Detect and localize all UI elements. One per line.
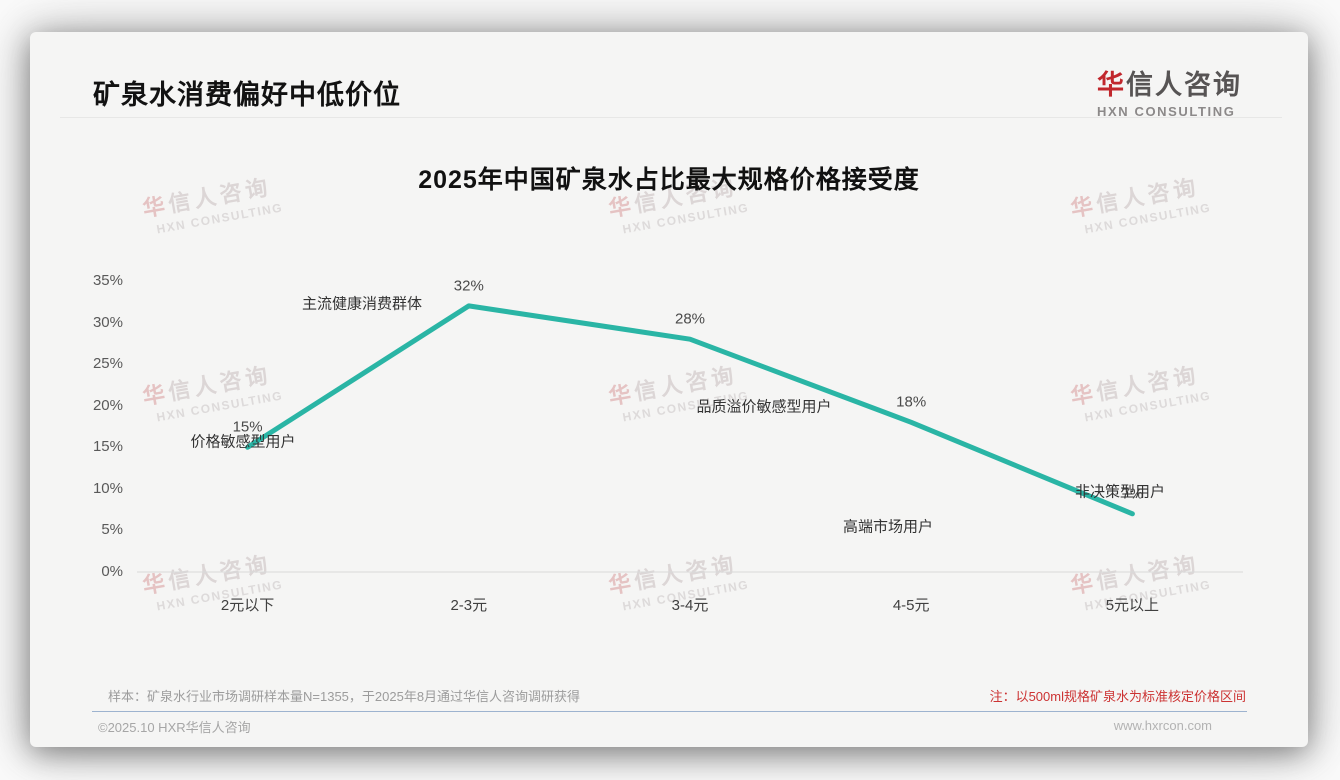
price-note: 注：以500ml规格矿泉水为标准核定价格区间: [989, 689, 1246, 704]
data-line: [245, 303, 1135, 517]
data-point-label: 28%: [674, 310, 706, 328]
page-title: 矿泉水消费偏好中低价位: [93, 80, 401, 110]
y-axis-tick-label: 25%: [92, 355, 123, 373]
segment-annotation: 高端市场用户: [842, 518, 934, 536]
y-axis-tick-label: 30%: [92, 313, 123, 331]
x-axis-category-label: 4-5元: [892, 597, 930, 614]
segment-annotation: 非决策型用户: [1074, 483, 1166, 501]
y-axis-tick-label: 15%: [92, 438, 123, 456]
y-axis-tick-label: 35%: [92, 272, 123, 289]
footer-divider: [92, 711, 1247, 712]
chart-title: 2025年中国矿泉水占比最大规格价格接受度: [418, 166, 920, 194]
segment-annotation: 主流健康消费群体: [301, 295, 423, 313]
company-logo: 华信人咨询 HXN CONSULTING: [1097, 63, 1242, 119]
y-axis-tick-label: 0%: [101, 563, 123, 580]
title-divider: [60, 117, 1282, 118]
y-axis-tick-label: 20%: [92, 396, 123, 414]
data-point-label: 7%: [1121, 485, 1144, 503]
logo-en: HXN CONSULTING: [1097, 104, 1236, 119]
logo-cn-accent: 华: [1097, 70, 1126, 100]
y-axis-tick-label: 10%: [92, 479, 123, 497]
sample-note: 样本：矿泉水行业市场调研样本量N=1355，于2025年8月通过华信人咨询调研获…: [108, 689, 581, 704]
x-axis-category-label: 3-4元: [671, 597, 709, 614]
y-axis-tick-label: 5%: [101, 521, 123, 539]
website-url: www.hxrcon.com: [1113, 718, 1212, 733]
slide-card: [30, 32, 1308, 747]
x-axis-category-label: 2元以下: [220, 597, 275, 614]
logo-cn: 华信人咨询: [1097, 63, 1242, 102]
x-axis-category-label: 5元以上: [1105, 597, 1160, 614]
x-axis-category-label: 2-3元: [450, 597, 488, 614]
segment-annotation: 品质溢价敏感型用户: [696, 398, 832, 416]
segment-annotation: 价格敏感型用户: [190, 433, 296, 451]
data-point-label: 15%: [232, 418, 263, 436]
copyright: ©2025.10 HXR华信人咨询: [98, 720, 251, 735]
data-point-label: 18%: [896, 393, 927, 411]
data-point-label: 32%: [453, 277, 484, 295]
logo-cn-rest: 信人咨询: [1126, 70, 1242, 100]
